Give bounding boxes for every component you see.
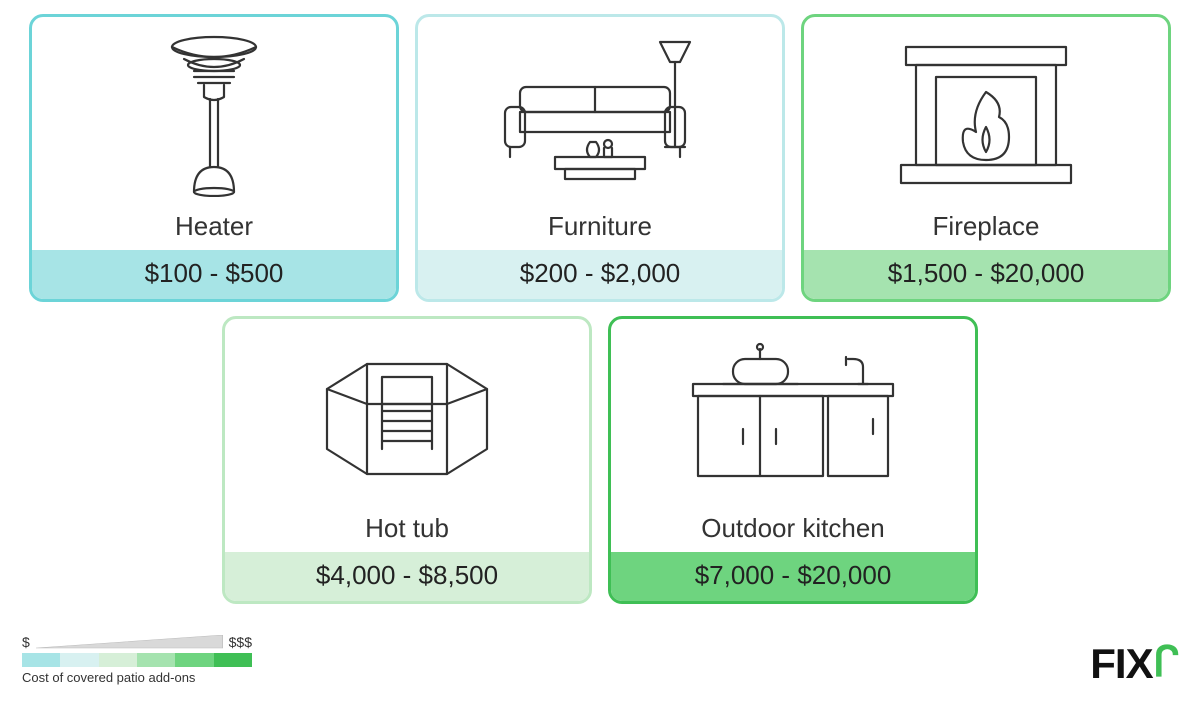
card-heater: Heater $100 - $500 <box>29 14 399 302</box>
legend-swatch <box>214 653 252 667</box>
legend-swatch <box>175 653 213 667</box>
brand-text: FIX <box>1090 640 1152 687</box>
footer: $ $$$ Cost of covered patio add-ons FIXᒋ <box>22 634 1178 685</box>
legend-high: $$$ <box>229 634 252 650</box>
card-kitchen: Outdoor kitchen $7,000 - $20,000 <box>608 316 978 604</box>
legend-swatch <box>137 653 175 667</box>
card-label: Hot tub <box>225 509 589 552</box>
wedge-icon <box>36 635 223 649</box>
card-hottub: Hot tub $4,000 - $8,500 <box>222 316 592 604</box>
furniture-icon <box>418 17 782 207</box>
card-label: Furniture <box>418 207 782 250</box>
card-grid: Heater $100 - $500 <box>22 14 1178 604</box>
legend-label: Cost of covered patio add-ons <box>22 670 252 685</box>
hottub-icon <box>225 319 589 509</box>
fireplace-icon <box>804 17 1168 207</box>
card-price: $4,000 - $8,500 <box>225 552 589 601</box>
brand-accent: ᒋ <box>1153 641 1178 683</box>
heater-icon <box>32 17 396 207</box>
row-2: Hot tub $4,000 - $8,500 <box>22 316 1178 604</box>
legend-swatches <box>22 653 252 667</box>
card-price: $200 - $2,000 <box>418 250 782 299</box>
card-label: Fireplace <box>804 207 1168 250</box>
legend-swatch <box>22 653 60 667</box>
card-price: $1,500 - $20,000 <box>804 250 1168 299</box>
legend: $ $$$ Cost of covered patio add-ons <box>22 634 252 685</box>
card-price: $7,000 - $20,000 <box>611 552 975 601</box>
legend-swatch <box>60 653 98 667</box>
card-fireplace: Fireplace $1,500 - $20,000 <box>801 14 1171 302</box>
card-label: Heater <box>32 207 396 250</box>
card-furniture: Furniture $200 - $2,000 <box>415 14 785 302</box>
brand-logo: FIXᒋ <box>1090 643 1178 685</box>
row-1: Heater $100 - $500 <box>22 14 1178 302</box>
card-label: Outdoor kitchen <box>611 509 975 552</box>
legend-swatch <box>99 653 137 667</box>
card-price: $100 - $500 <box>32 250 396 299</box>
legend-low: $ <box>22 634 30 650</box>
kitchen-icon <box>611 319 975 509</box>
